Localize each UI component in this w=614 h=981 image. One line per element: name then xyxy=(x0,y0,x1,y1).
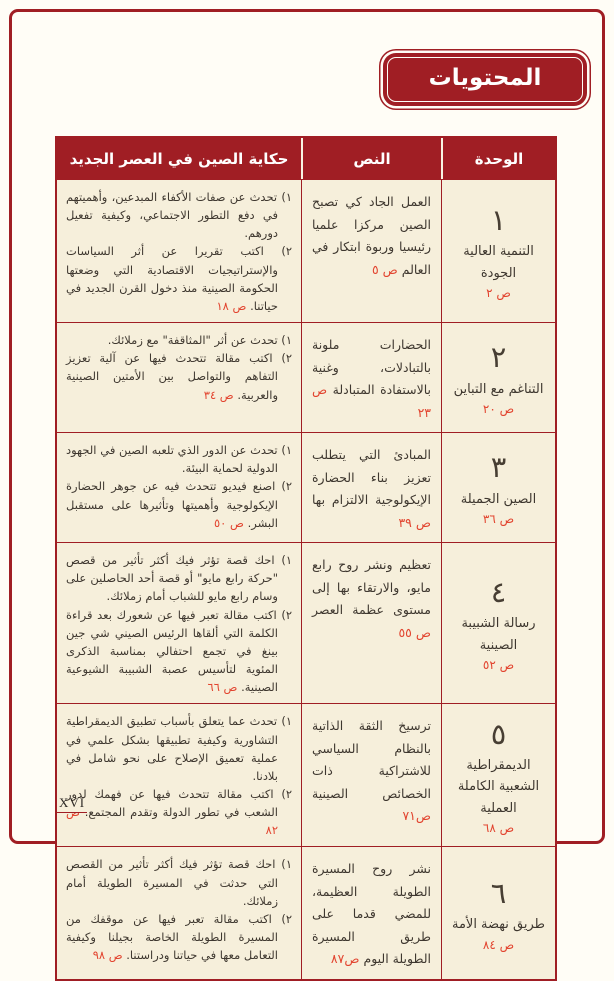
contents-title-badge: المحتويات xyxy=(383,53,587,106)
story-item-2: ٢) اكتب مقالة تتحدث فيها عن آلية تعزيز ا… xyxy=(66,351,292,402)
story-item-2: ٢) اصنع فيديو تتحدث فيه عن جوهر الحضارة … xyxy=(66,479,292,530)
unit-page-ref: ص ٥٢ xyxy=(482,658,515,673)
table-row: ٢ التناغم مع التباين ص ٢٠ الحضارات ملونة… xyxy=(57,322,555,433)
table-row: ٣ الصين الجميلة ص ٣٦ المبادئ التي يتطلب … xyxy=(57,432,555,543)
unit-cell: ٤ رسالة الشبيبة الصينية ص ٥٢ xyxy=(441,542,555,704)
book-page: { "page": { "title": "المحتويات", "folio… xyxy=(9,9,605,981)
table-row: ٤ رسالة الشبيبة الصينية ص ٥٢ تعظيم ونشر … xyxy=(57,542,555,704)
unit-number: ١ xyxy=(490,202,507,237)
unit-cell: ١ التنمية العالية الجودة ص ٢ xyxy=(441,179,555,323)
unit-cell: ٥ الديمقراطية الشعبية الكاملة العملية ص … xyxy=(441,703,555,847)
text-summary: المبادئ التي يتطلب تعزيز بناء الحضارة ال… xyxy=(312,447,431,508)
unit-page-ref: ص ٢ xyxy=(486,286,511,301)
story-cell: ١) تحدث عن أثر "المثاقفة" مع زملائك. ٢) … xyxy=(57,322,301,432)
unit-number: ٣ xyxy=(490,450,507,485)
unit-title: رسالة الشبيبة الصينية xyxy=(461,616,536,653)
table-row: ٦ طريق نهضة الأمة ص ٨٤ نشر روح المسيرة ا… xyxy=(57,846,555,979)
unit-title: طريق نهضة الأمة xyxy=(451,917,546,933)
unit-cell: ٣ الصين الجميلة ص ٣٦ xyxy=(441,432,555,543)
unit-title: التناغم مع التباين xyxy=(453,381,544,397)
story-item-1: ١) تحدث عن أثر "المثاقفة" مع زملائك. xyxy=(107,333,292,348)
story-cell: ١) تحدث عما يتعلق بأسباب تطبيق الديمقراط… xyxy=(57,703,301,846)
unit-title: التنمية العالية الجودة xyxy=(463,244,534,281)
text-cell: العمل الجاد كي تصبح الصين مركزا علميا رئ… xyxy=(301,179,441,323)
text-cell: نشر روح المسيرة الطويلة العظيمة، للمضي ق… xyxy=(301,846,441,979)
text-cell: المبادئ التي يتطلب تعزيز بناء الحضارة ال… xyxy=(301,432,441,543)
unit-title: الصين الجميلة xyxy=(460,491,537,507)
text-page-ref: ص ٢٣ xyxy=(312,382,431,420)
story-item-1: ١) احك قصة تؤثر فيك أكثر تأثير من قصص "ح… xyxy=(66,553,292,604)
story-item-2: ٢) اكتب مقالة تتحدث فيها عن فهمك لدور ال… xyxy=(66,786,292,838)
story-page-ref: ص ٣٤ xyxy=(203,387,234,402)
story-item-1: ١) تحدث عن صفات الأكفاء المبدعين، وأهميت… xyxy=(66,190,292,241)
text-page-ref: ص ٥٥ xyxy=(398,624,431,640)
text-page-ref: ص ٣٩ xyxy=(398,514,431,530)
story-cell: ١) تحدث عن صفات الأكفاء المبدعين، وأهميت… xyxy=(57,179,301,322)
unit-page-ref: ص ٢٠ xyxy=(482,401,515,416)
unit-cell: ٦ طريق نهضة الأمة ص ٨٤ xyxy=(441,846,555,979)
unit-number: ٢ xyxy=(490,340,507,375)
story-page-ref: ص ٩٨ xyxy=(92,948,123,963)
contents-table: الوحدة النص حكاية الصين في العصر الجديد … xyxy=(55,136,557,981)
text-page-ref: ص ٥ xyxy=(371,261,398,277)
story-cell: ١) تحدث عن الدور الذي تلعبه الصين في الج… xyxy=(57,432,301,542)
story-page-ref: ص ١٨ xyxy=(216,298,247,313)
text-summary: الحضارات ملونة بالتبادلات، وغنية بالاستف… xyxy=(312,337,431,398)
unit-page-ref: ص ٦٨ xyxy=(482,821,515,836)
story-item-2: ٢) اكتب مقالة تعبر فيها عن موقفك من المس… xyxy=(66,911,292,963)
story-item-1: ١) تحدث عن الدور الذي تلعبه الصين في الج… xyxy=(66,443,292,476)
text-cell: الحضارات ملونة بالتبادلات، وغنية بالاستف… xyxy=(301,322,441,433)
table-row: ٥ الديمقراطية الشعبية الكاملة العملية ص … xyxy=(57,703,555,847)
unit-cell: ٢ التناغم مع التباين ص ٢٠ xyxy=(441,322,555,433)
story-cell: ١) احك قصة تؤثر فيك أكثر تأثير من قصص "ح… xyxy=(57,542,301,703)
text-cell: تعظيم ونشر روح رابع مايو، والارتقاء بها … xyxy=(301,542,441,704)
text-summary: العمل الجاد كي تصبح الصين مركزا علميا رئ… xyxy=(312,194,431,277)
folio-page-number: XVI xyxy=(57,795,88,813)
text-summary: نشر روح المسيرة الطويلة العظيمة، للمضي ق… xyxy=(312,861,431,967)
text-summary: ترسيخ الثقة الذاتية بالنظام السياسي للاش… xyxy=(312,718,431,801)
unit-page-ref: ص ٣٦ xyxy=(482,511,515,526)
story-item-2: ٢) اكتب مقالة تعبر فيها عن شعورك بعد قرا… xyxy=(66,607,292,695)
table-header-row: الوحدة النص حكاية الصين في العصر الجديد xyxy=(57,138,555,179)
story-item-1: ١) تحدث عما يتعلق بأسباب تطبيق الديمقراط… xyxy=(66,714,292,783)
header-text: النص xyxy=(301,138,441,179)
story-cell: ١) احك قصة تؤثر فيك أكثر تأثير من القصص … xyxy=(57,846,301,979)
unit-title: الديمقراطية الشعبية الكاملة العملية xyxy=(457,757,540,816)
unit-number: ٦ xyxy=(490,875,507,910)
header-story: حكاية الصين في العصر الجديد xyxy=(57,138,301,179)
text-page-ref: ص٧١ xyxy=(402,808,431,824)
story-page-ref: ص ٥٠ xyxy=(213,515,244,530)
text-page-ref: ص٨٧ xyxy=(330,951,360,967)
page-title: المحتويات xyxy=(428,64,542,91)
badge-inner-outline xyxy=(387,57,583,102)
table-row: ١ التنمية العالية الجودة ص ٢ العمل الجاد… xyxy=(57,179,555,323)
text-cell: ترسيخ الثقة الذاتية بالنظام السياسي للاش… xyxy=(301,703,441,847)
story-item-1: ١) احك قصة تؤثر فيك أكثر تأثير من القصص … xyxy=(66,857,292,908)
story-item-2: ٢) اكتب تقريرا عن أثر السياسات والإسترات… xyxy=(66,244,292,313)
unit-page-ref: ص ٨٤ xyxy=(482,937,515,952)
text-summary: تعظيم ونشر روح رابع مايو، والارتقاء بها … xyxy=(312,557,431,618)
unit-number: ٥ xyxy=(490,716,507,751)
story-page-ref: ص ٦٦ xyxy=(207,680,238,695)
header-unit: الوحدة xyxy=(441,138,555,179)
unit-number: ٤ xyxy=(490,575,507,610)
